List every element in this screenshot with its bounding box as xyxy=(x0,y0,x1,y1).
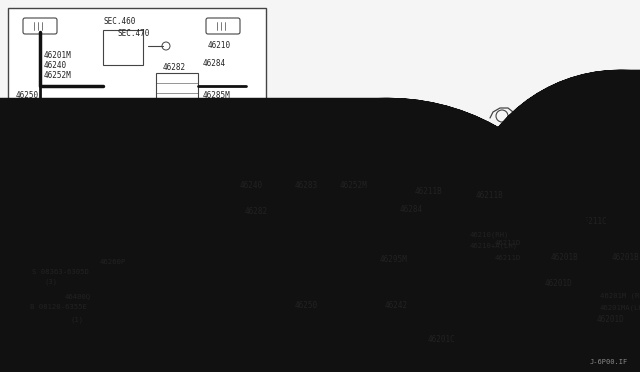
Text: 46211D: 46211D xyxy=(495,255,521,261)
Text: 46295M: 46295M xyxy=(380,256,408,264)
Circle shape xyxy=(91,326,99,334)
Text: 46210+A: 46210+A xyxy=(193,122,225,131)
FancyBboxPatch shape xyxy=(206,148,240,164)
Text: S: S xyxy=(20,276,24,285)
Text: 46242: 46242 xyxy=(83,151,106,160)
Text: 46201MA(LH): 46201MA(LH) xyxy=(600,305,640,311)
Text: 46201D: 46201D xyxy=(597,315,625,324)
Circle shape xyxy=(505,335,515,345)
Text: 46284: 46284 xyxy=(400,205,423,215)
Text: 46211C: 46211C xyxy=(580,218,608,227)
Circle shape xyxy=(56,114,60,118)
Text: 46260P: 46260P xyxy=(100,259,126,265)
Text: 46201MA: 46201MA xyxy=(16,151,49,160)
Text: 46201D: 46201D xyxy=(545,279,573,289)
Text: B: B xyxy=(20,311,24,320)
Text: 46210: 46210 xyxy=(208,42,231,51)
Text: 46400Q: 46400Q xyxy=(138,122,166,131)
Text: 46201B: 46201B xyxy=(551,253,579,263)
Text: 46250: 46250 xyxy=(295,301,318,310)
FancyBboxPatch shape xyxy=(23,148,57,164)
Bar xyxy=(46,103,74,133)
Text: 46282: 46282 xyxy=(163,64,186,73)
Text: 46211D: 46211D xyxy=(495,240,521,246)
Text: 46283: 46283 xyxy=(295,180,318,189)
Ellipse shape xyxy=(314,325,336,355)
Text: 46240: 46240 xyxy=(240,180,263,189)
Text: 46210(RH): 46210(RH) xyxy=(470,232,509,238)
Text: 46240: 46240 xyxy=(44,61,67,71)
Text: B 08120-6355E: B 08120-6355E xyxy=(30,304,87,310)
Text: 46282: 46282 xyxy=(245,208,268,217)
Text: 46250: 46250 xyxy=(16,92,39,100)
Text: 46242: 46242 xyxy=(385,301,408,310)
Text: 46284: 46284 xyxy=(203,58,226,67)
FancyBboxPatch shape xyxy=(23,18,57,34)
Circle shape xyxy=(320,335,330,345)
Text: 46285M: 46285M xyxy=(203,92,231,100)
Circle shape xyxy=(88,303,92,307)
Text: 46283: 46283 xyxy=(133,134,156,142)
Bar xyxy=(103,30,143,65)
Text: 46252M: 46252M xyxy=(44,71,72,80)
Text: 46252M: 46252M xyxy=(340,180,368,189)
Text: 46400Q: 46400Q xyxy=(65,293,92,299)
Text: DETAIL OF TUBE PIPING: DETAIL OF TUBE PIPING xyxy=(16,166,118,174)
Text: 46210+A(LH): 46210+A(LH) xyxy=(470,243,518,249)
FancyBboxPatch shape xyxy=(206,18,240,34)
Text: 46211B: 46211B xyxy=(476,192,504,201)
Text: 46201B: 46201B xyxy=(612,253,640,263)
Text: (1): (1) xyxy=(70,317,83,323)
Text: S 08363-6305D: S 08363-6305D xyxy=(32,269,89,275)
Bar xyxy=(285,195,335,240)
Text: 46211B: 46211B xyxy=(415,187,443,196)
Text: SEC.476: SEC.476 xyxy=(16,102,49,110)
Bar xyxy=(8,8,266,178)
Text: SEC.460: SEC.460 xyxy=(103,17,136,26)
Circle shape xyxy=(60,114,64,118)
Text: 46201M: 46201M xyxy=(44,51,72,61)
Text: J-6P00.IF: J-6P00.IF xyxy=(590,359,628,365)
Circle shape xyxy=(58,114,62,118)
Circle shape xyxy=(98,279,102,283)
Text: (3): (3) xyxy=(45,279,58,285)
Text: 46201C: 46201C xyxy=(428,336,456,344)
Text: 46201M (RH): 46201M (RH) xyxy=(600,293,640,299)
Text: SEC.470: SEC.470 xyxy=(118,29,150,38)
Bar xyxy=(156,73,198,133)
